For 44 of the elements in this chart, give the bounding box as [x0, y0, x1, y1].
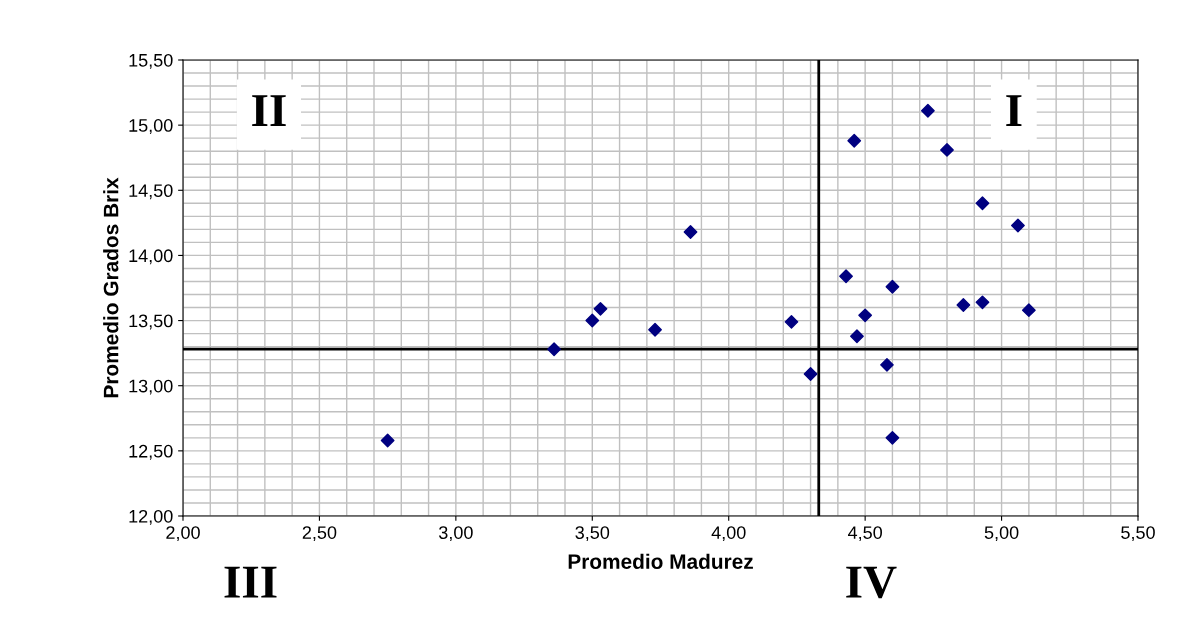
point: [1021, 303, 1036, 318]
x-tick-label: 2,50: [302, 526, 337, 542]
point: [850, 329, 864, 344]
text: IV: [846, 566, 897, 599]
point: [885, 430, 900, 445]
point: [593, 301, 608, 316]
y-tick-label: 13,00: [129, 379, 173, 395]
point: [648, 322, 662, 337]
point: [839, 269, 853, 284]
x-axis-title: Promedio Madurez: [568, 553, 753, 569]
y-axis-title: Promedio Grados Brix: [103, 177, 119, 398]
annotation: I: [1006, 95, 1022, 127]
point: [975, 295, 990, 310]
y-tick-label: 12,50: [129, 444, 173, 460]
point: [880, 357, 894, 372]
point: [683, 225, 698, 239]
y-tick-label: 15,00: [129, 119, 173, 134]
point: [858, 308, 873, 323]
point: [885, 279, 900, 294]
x-tick-label: 2,00: [166, 526, 200, 542]
point: [920, 103, 935, 118]
x-tick-label: 3,00: [438, 526, 473, 542]
point: [547, 342, 561, 357]
y-tick-label: 15,50: [129, 53, 173, 69]
point: [956, 298, 971, 312]
point: [585, 313, 600, 328]
text: III: [224, 566, 277, 598]
point: [1011, 218, 1025, 233]
x-tick-label: 5,50: [1121, 526, 1155, 542]
y-tick-label: 12,00: [129, 509, 173, 525]
point: [940, 142, 954, 157]
y-tick-label: 13,50: [129, 314, 173, 330]
point: [975, 196, 990, 211]
point: [784, 314, 799, 329]
x-tick-label: 4,00: [711, 526, 746, 542]
point: [380, 433, 395, 448]
x-tick-label: 3,50: [575, 526, 610, 542]
annotation: II: [252, 95, 286, 127]
point: [847, 133, 862, 148]
y-tick-label: 14,00: [129, 249, 173, 265]
x-tick-label: 5,00: [984, 526, 1019, 542]
x-tick-label: 4,50: [847, 526, 883, 542]
point: [803, 367, 818, 381]
y-tick-label: 14,50: [129, 184, 173, 200]
